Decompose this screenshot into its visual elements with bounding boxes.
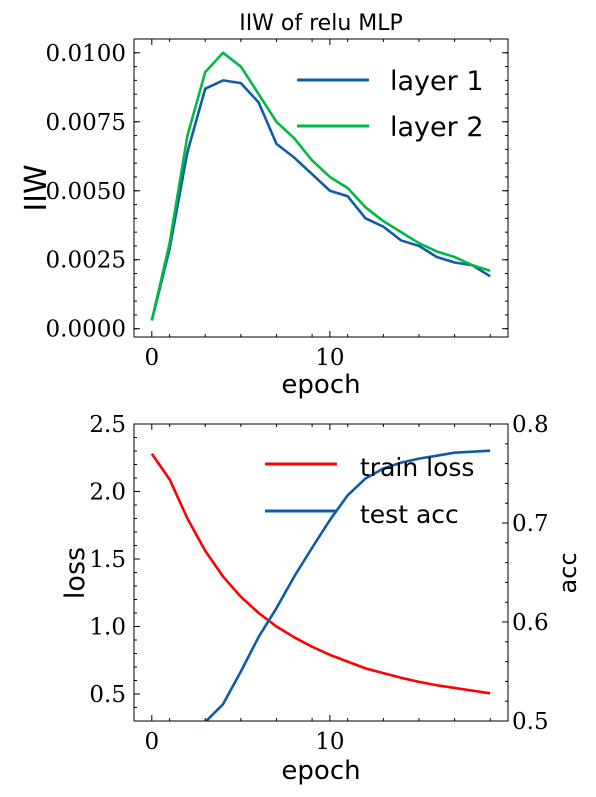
tick-labels: 0 10 0.5 1.0 1.5 2.0 2.5 0.5 0.6 0.7 0.8 bbox=[89, 412, 548, 755]
y2-tick-label: 0.5 bbox=[512, 709, 549, 735]
legend-label-test-acc: test acc bbox=[360, 500, 459, 529]
y-tick-label: 0.5 bbox=[89, 682, 126, 708]
legend: layer 1 layer 2 bbox=[297, 66, 484, 143]
y-tick-label: 0.0075 bbox=[46, 110, 126, 136]
plot-area bbox=[150, 51, 491, 321]
series-line-test-acc bbox=[204, 449, 491, 721]
axes-frame bbox=[133, 38, 509, 338]
legend-label-layer-2: layer 2 bbox=[390, 112, 484, 143]
y-axis-label: IIW bbox=[19, 164, 54, 211]
y-tick-label: 2.5 bbox=[89, 412, 126, 438]
x-tick-label: 10 bbox=[315, 729, 344, 755]
x-tick-label: 0 bbox=[144, 345, 159, 371]
y-tick-label: 0.0000 bbox=[46, 317, 126, 343]
chart-loss-acc: 0 10 0.5 1.0 1.5 2.0 2.5 0.5 0.6 0.7 0.8 epoch los… bbox=[60, 412, 582, 786]
y-tick-label: 0.0050 bbox=[46, 179, 126, 205]
x-axis-label: epoch bbox=[281, 756, 360, 786]
axes-frame bbox=[133, 423, 509, 722]
chart-iiw: IIW of relu MLP 0 10 0.0000 0.0025 0.0050 0.0… bbox=[19, 11, 509, 400]
x-axis-label: epoch bbox=[281, 370, 360, 400]
y2-tick-label: 0.7 bbox=[512, 511, 549, 537]
x-tick-label: 0 bbox=[144, 729, 159, 755]
series-line-layer-1 bbox=[150, 79, 491, 321]
y-axis-label-right: acc bbox=[554, 552, 582, 593]
y2-tick-label: 0.6 bbox=[512, 610, 549, 636]
plot-area bbox=[150, 449, 491, 721]
legend-label-train-loss: train loss bbox=[360, 453, 474, 482]
y-tick-label: 0.0100 bbox=[46, 41, 126, 67]
y-tick-label: 1.0 bbox=[89, 615, 126, 641]
y-axis-label-left: loss bbox=[60, 547, 91, 599]
y-tick-label: 1.5 bbox=[89, 547, 126, 573]
series-line-train-loss bbox=[150, 452, 491, 695]
tick-labels: 0 10 0.0000 0.0025 0.0050 0.0075 0.0100 bbox=[46, 41, 345, 371]
x-tick-label: 10 bbox=[315, 345, 344, 371]
series-line-layer-2 bbox=[150, 51, 491, 321]
y-tick-label: 0.0025 bbox=[46, 248, 126, 274]
chart-title: IIW of relu MLP bbox=[239, 11, 403, 36]
y2-tick-label: 0.8 bbox=[512, 412, 549, 438]
legend-label-layer-1: layer 1 bbox=[390, 66, 484, 97]
y-tick-label: 2.0 bbox=[89, 480, 126, 506]
legend: train loss test acc bbox=[265, 453, 474, 529]
